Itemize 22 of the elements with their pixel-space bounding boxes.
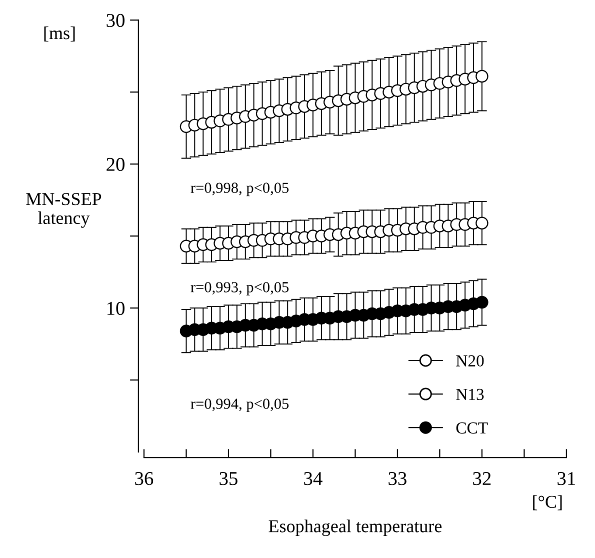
text: [°C] bbox=[533, 495, 562, 510]
y-tick-label: 30 bbox=[106, 14, 124, 28]
text: [ms] bbox=[44, 26, 75, 42]
legend-label: N20 bbox=[456, 355, 484, 366]
annotation: r=0,998, p<0,05 bbox=[190, 182, 289, 196]
y-axis-title: MN-SSEP latency bbox=[26, 193, 102, 228]
annotation: r=0,993, p<0,05 bbox=[190, 282, 289, 296]
x-tick-label: 32 bbox=[473, 472, 491, 486]
point bbox=[476, 70, 488, 83]
point bbox=[476, 296, 488, 309]
x-tick-label: 35 bbox=[220, 472, 238, 486]
point bbox=[476, 216, 488, 230]
x-axis-title: Esophageal temperature bbox=[268, 520, 442, 536]
x-tick-label: 34 bbox=[304, 472, 322, 486]
legend-label: CCT bbox=[456, 422, 488, 434]
x-tick-label: 31 bbox=[558, 472, 575, 486]
y-tick-label: 20 bbox=[106, 158, 124, 171]
x-tick-label: 36 bbox=[135, 472, 154, 486]
legend-label: N13 bbox=[456, 388, 484, 400]
annotation: r=0,994, p<0,05 bbox=[190, 398, 289, 412]
y-tick-label: 10 bbox=[108, 302, 124, 315]
x-tick-label: 33 bbox=[388, 472, 406, 486]
